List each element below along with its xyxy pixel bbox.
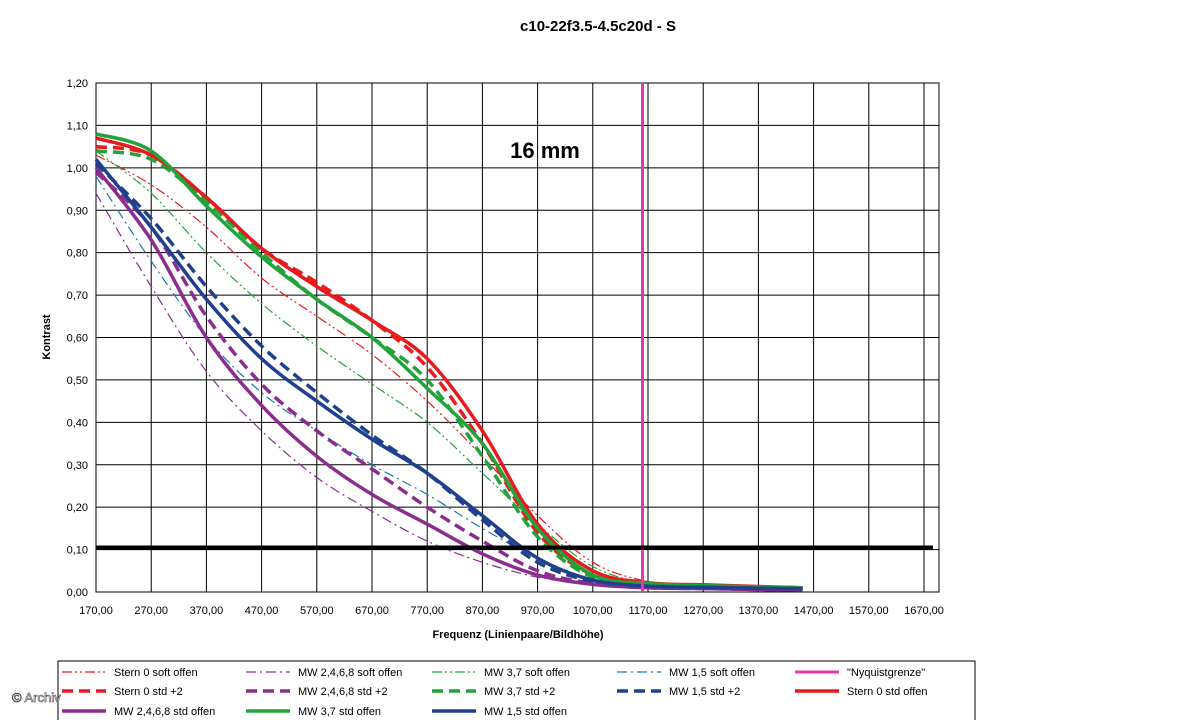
y-tick-label: 0,80 [67,248,88,260]
legend-label: MW 2,4,6,8 soft offen [298,667,402,679]
legend-label: "Nyquistgrenze" [847,667,925,679]
watermark-text: © Archiv [12,690,61,705]
x-tick-label: 770,00 [410,605,444,617]
x-tick-label: 1570,00 [849,605,889,617]
y-tick-label: 0,20 [67,502,88,514]
x-tick-label: 1370,00 [739,605,779,617]
legend-label: MW 2,4,6,8 std offen [114,706,215,718]
y-tick-label: 0,90 [67,205,88,217]
x-tick-label: 270,00 [134,605,168,617]
x-tick-label: 670,00 [355,605,389,617]
series-line-mw-2-4-6-8-soft-offen [95,192,803,591]
x-tick-label: 470,00 [245,605,279,617]
x-tick-label: 570,00 [300,605,334,617]
series-line-mw-3-7-soft-offen [95,150,803,589]
legend-label: MW 2,4,6,8 std +2 [298,686,388,698]
legend-label: MW 1,5 soft offen [669,667,755,679]
legend-label: Stern 0 soft offen [114,667,198,679]
watermark: © Archiv [12,690,62,706]
y-axis-title: Kontrast [41,314,53,360]
y-tick-label: 0,60 [67,333,88,345]
series-line-mw-1-5-std-offen [94,158,803,591]
legend-label: MW 1,5 std +2 [669,686,740,698]
legend-label: MW 1,5 std offen [484,706,567,718]
x-tick-label: 870,00 [466,605,500,617]
legend-label: MW 3,7 soft offen [484,667,570,679]
legend: Stern 0 soft offen MW 2,4,6,8 soft offen M… [57,660,976,720]
y-tick-label: 0,10 [67,545,88,557]
x-tick-label: 170,00 [79,605,113,617]
focal-length-annotation: 16 mm [510,138,580,163]
y-tick-label: 1,10 [67,120,88,132]
legend-label: MW 3,7 std offen [298,706,381,718]
y-tick-label: 1,20 [67,78,88,90]
legend-label: Stern 0 std +2 [114,686,183,698]
series-lines [94,83,803,592]
chart-title: c10-22f3.5-4.5c20d - S [520,18,676,35]
x-tick-label: 370,00 [190,605,224,617]
legend-label: MW 3,7 std +2 [484,686,555,698]
series-line-mw-3-7-std-offen [95,132,803,590]
x-tick-label: 970,00 [521,605,555,617]
plot-area: 170,00 270,00 370,00 470,00 570,00 670,00 770,… [67,78,944,617]
y-tick-label: 0,40 [67,417,88,429]
tick-labels: 170,00 270,00 370,00 470,00 570,00 670,00 770,… [67,78,944,617]
y-tick-label: 0,00 [67,587,88,599]
x-tick-label: 1470,00 [794,605,834,617]
x-tick-label: 1170,00 [629,605,668,617]
legend-label: Stern 0 std offen [847,686,928,698]
x-tick-label: 1070,00 [573,605,613,617]
x-tick-label: 1670,00 [904,605,944,617]
y-tick-label: 0,70 [67,290,88,302]
y-tick-label: 0,50 [67,375,88,387]
y-tick-label: 1,00 [67,163,88,175]
y-tick-label: 0,30 [67,460,88,472]
x-axis-title: Frequenz (Linienpaare/Bildhöhe) [432,629,603,641]
x-tick-label: 1270,00 [683,605,723,617]
